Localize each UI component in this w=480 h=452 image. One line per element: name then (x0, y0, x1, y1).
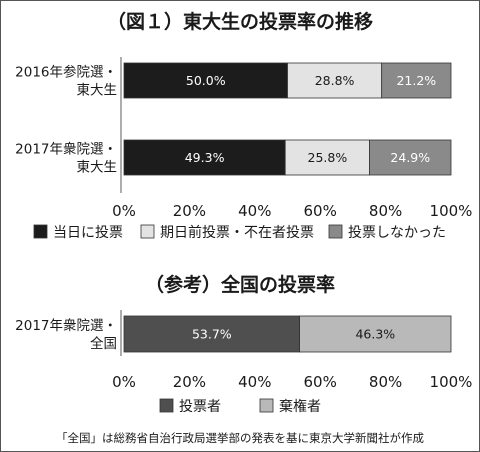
data-label: 28.8% (315, 73, 355, 88)
category-label: 東大生 (77, 160, 118, 176)
x-tick-label: 0% (112, 202, 136, 220)
x-tick-label: 40% (238, 202, 271, 220)
data-label: 24.9% (390, 150, 430, 165)
legend-swatch (159, 398, 174, 413)
bar-segment (369, 139, 452, 176)
x-tick-label: 0% (112, 373, 136, 391)
category-label: 全国 (90, 335, 117, 352)
data-label: 25.8% (308, 150, 348, 165)
data-label: 50.0% (186, 73, 226, 88)
legend-label: 投票しなかった (348, 225, 446, 241)
chart-title-1: （図１）東大生の投票率の推移 (107, 10, 373, 33)
data-label: 46.3% (355, 327, 395, 342)
bar-segment (287, 62, 383, 99)
category-label: 2017年衆院選・ (15, 142, 117, 158)
bar-segment (123, 62, 288, 99)
x-tick-label: 40% (238, 373, 271, 391)
data-label: 21.2% (396, 73, 436, 88)
category-label: 2016年参院選・ (15, 64, 117, 81)
bar-segment (381, 62, 452, 99)
category-label: 東大生 (77, 83, 118, 99)
data-label: 49.3% (185, 150, 225, 165)
legend-swatch (259, 398, 274, 413)
legend-label: 投票者 (179, 399, 221, 415)
bar-segment (299, 315, 452, 353)
category-label: 2017年衆院選・ (15, 318, 117, 334)
chart-title-2: （参考）全国の投票率 (145, 273, 335, 296)
legend-swatch (328, 224, 343, 239)
legend-swatch (140, 224, 155, 239)
legend-label: 棄権者 (279, 398, 321, 415)
footnote: 「全国」は総務省自治行政局選挙部の発表を基に東京大学新聞社が作成 (56, 431, 424, 445)
x-tick-label: 20% (173, 202, 206, 220)
bar-segment (123, 139, 286, 176)
legend-label: 期日前投票・不在者投票 (160, 224, 314, 241)
x-tick-label: 20% (173, 373, 206, 391)
x-tick-label: 100% (430, 373, 473, 391)
legend-swatch (33, 224, 48, 239)
x-tick-label: 80% (369, 373, 402, 391)
legend-label: 当日に投票 (53, 225, 123, 241)
data-label: 53.7% (192, 327, 232, 342)
bar-segment (123, 315, 300, 353)
x-tick-label: 60% (304, 373, 337, 391)
bar-segment (284, 139, 370, 176)
plot-area: 50.0% 28.8% 21.2% 2016年参院選・東大生 49.3% 25.8% 24.… (15, 57, 472, 415)
x-tick-label: 80% (369, 202, 402, 220)
x-tick-label: 100% (430, 202, 473, 220)
x-tick-label: 60% (304, 202, 337, 220)
